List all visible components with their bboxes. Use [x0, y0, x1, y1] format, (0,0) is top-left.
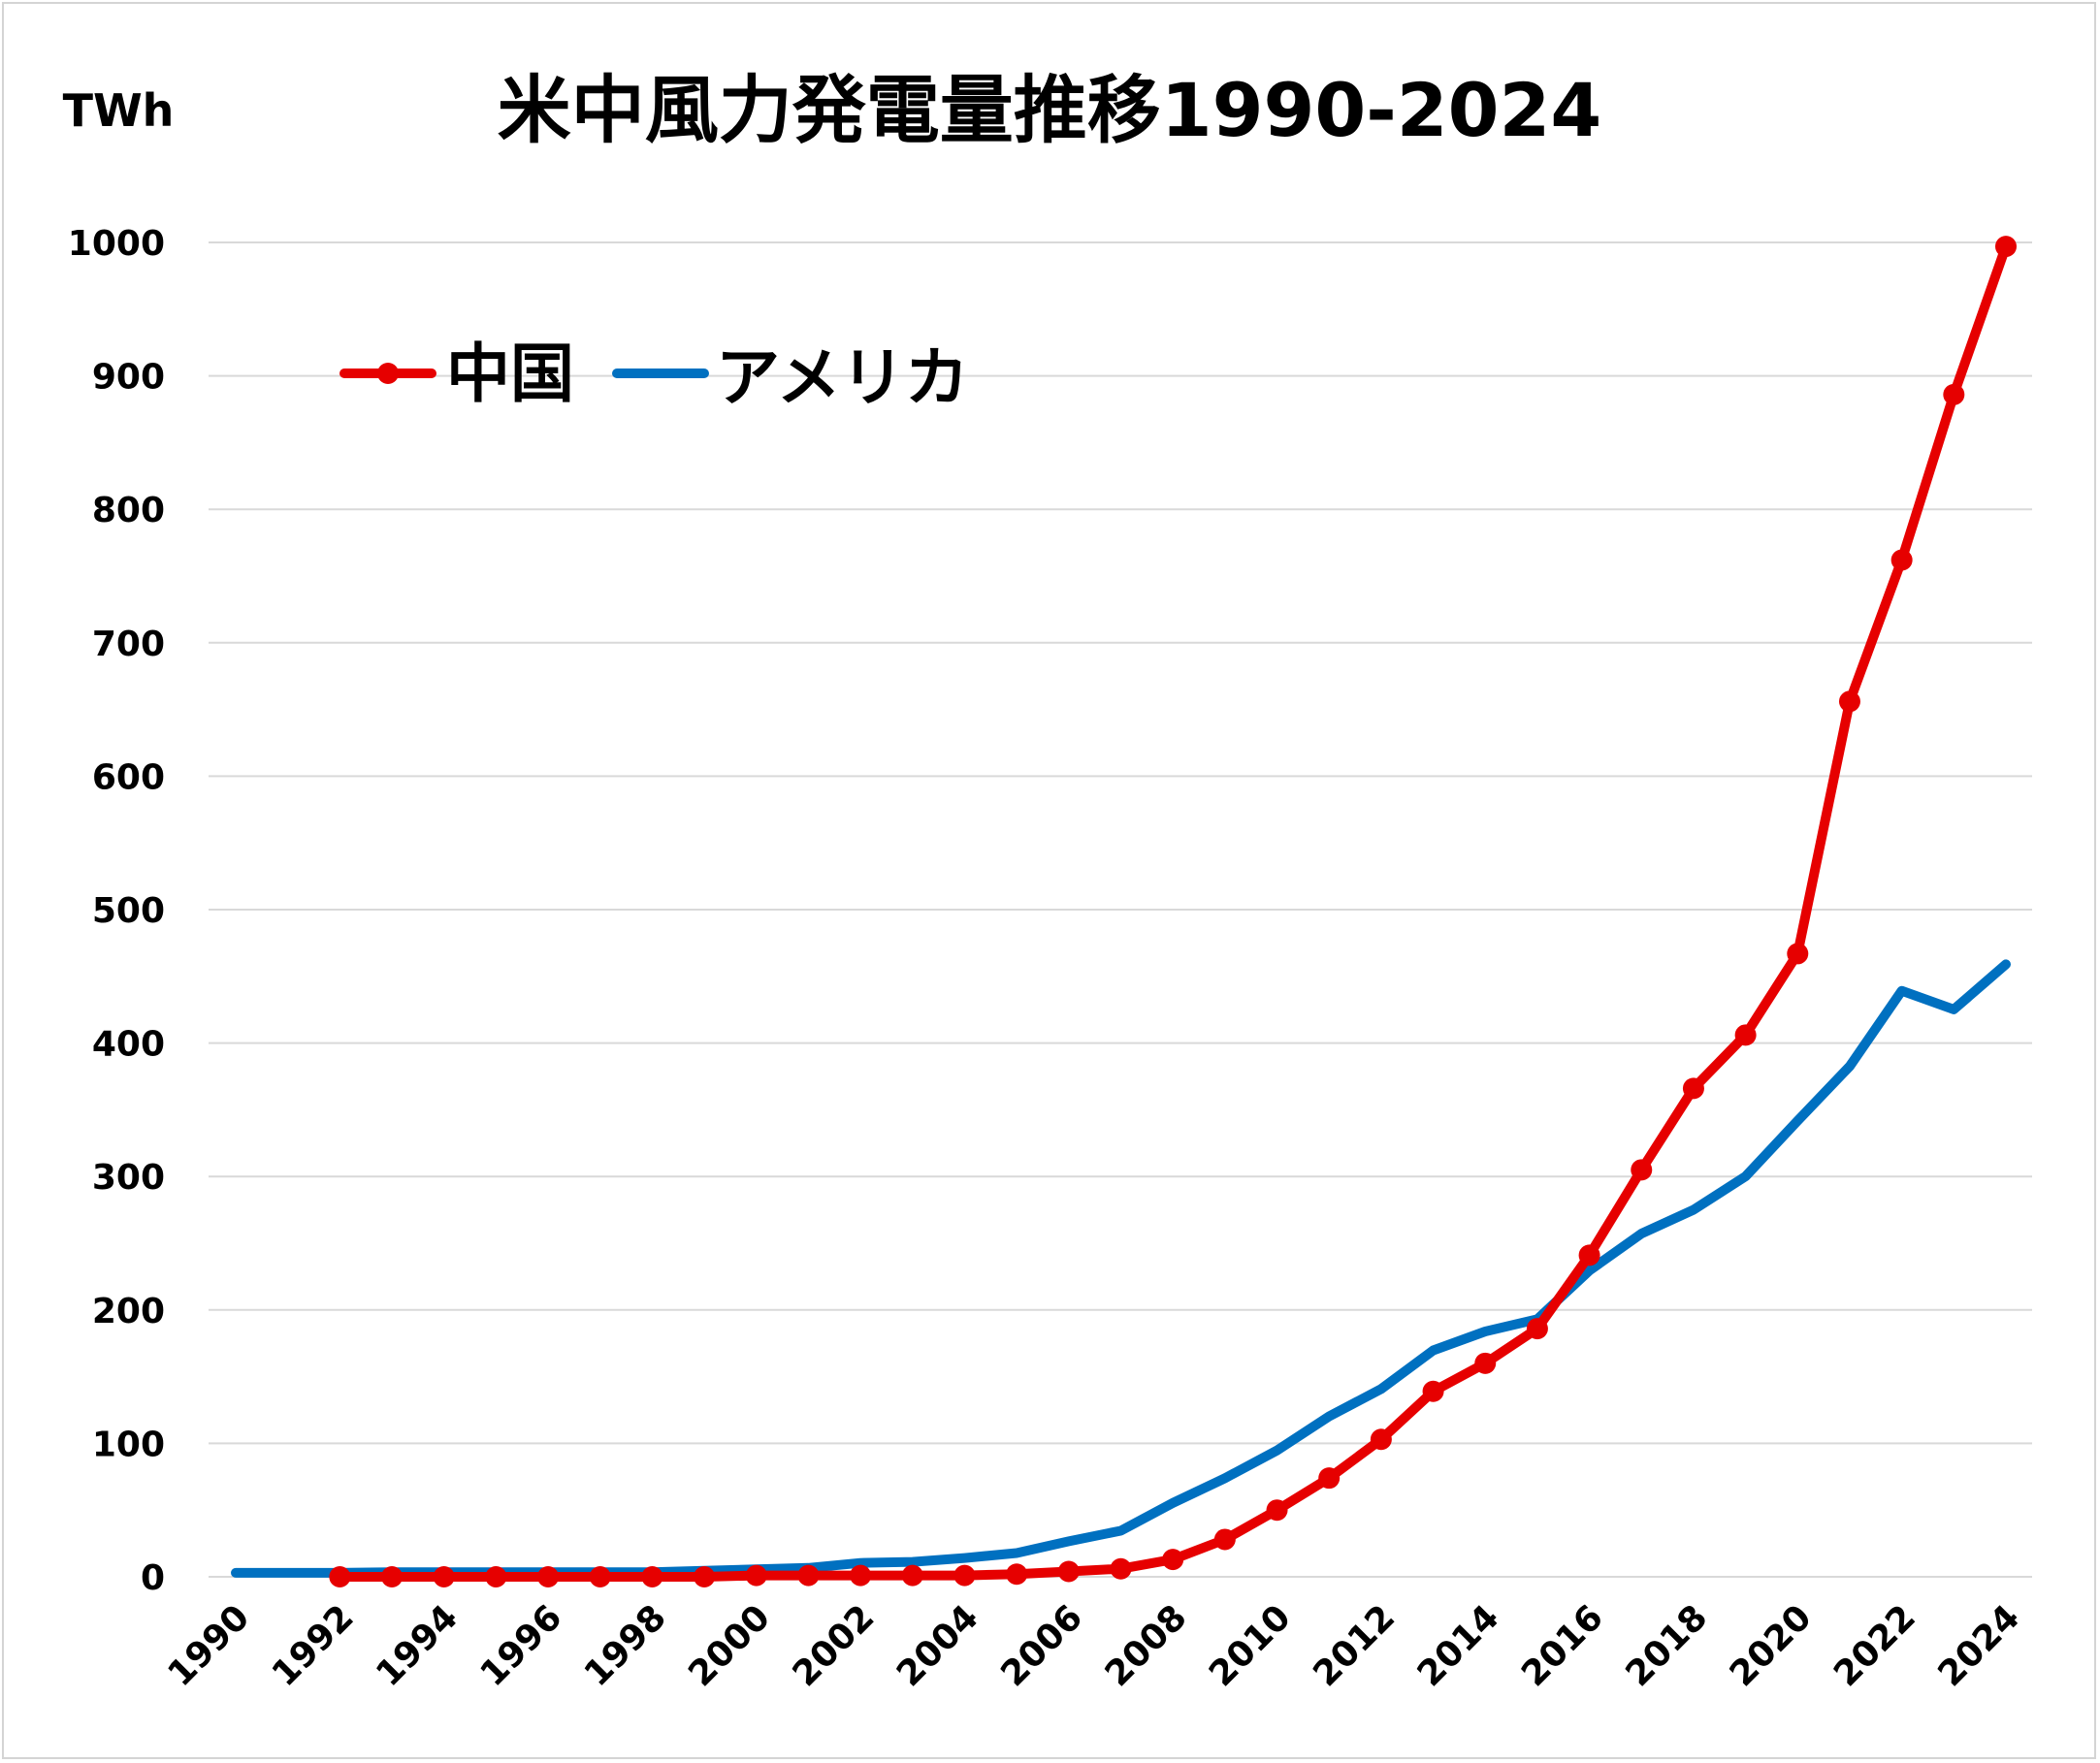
point-china-1992	[329, 1566, 351, 1587]
x-tick-label-2008: 2008	[1098, 1597, 1195, 1694]
point-china-2009	[1213, 1528, 1236, 1551]
point-china-1993	[381, 1566, 404, 1587]
legend-item-usa: アメリカ	[612, 340, 969, 415]
point-china-1995	[485, 1566, 507, 1587]
y-tick-label-300: 300	[92, 1158, 165, 1198]
x-tick-label-2018: 2018	[1618, 1597, 1715, 1694]
point-china-1999	[694, 1566, 716, 1587]
y-tick-label-200: 200	[92, 1292, 165, 1331]
y-tick-label-0: 0	[141, 1558, 165, 1598]
x-tick-label-2022: 2022	[1826, 1597, 1923, 1694]
legend-label-usa: アメリカ	[716, 340, 969, 415]
point-china-1998	[641, 1566, 663, 1587]
series-lines	[231, 236, 2017, 1587]
point-china-2017	[1631, 1159, 1653, 1181]
y-tick-label-500: 500	[92, 891, 165, 931]
y-axis-unit-label: TWh	[63, 84, 175, 137]
legend-label-china: 中国	[446, 337, 574, 411]
point-china-2024	[1995, 236, 2017, 258]
series-china	[329, 236, 2017, 1587]
x-tick-label-2016: 2016	[1514, 1597, 1611, 1694]
y-axis-tick-labels: 0 100 200 300 400 500 600 700 800 900 1000	[68, 224, 165, 1598]
point-china-2002	[850, 1564, 872, 1587]
point-china-2015	[1526, 1318, 1548, 1340]
point-china-2001	[797, 1564, 820, 1587]
point-china-2000	[745, 1564, 767, 1587]
point-china-2012	[1370, 1428, 1392, 1451]
point-china-1997	[589, 1566, 611, 1587]
point-china-2010	[1266, 1499, 1288, 1522]
x-tick-label-2010: 2010	[1202, 1597, 1299, 1694]
point-china-1994	[433, 1566, 455, 1587]
y-tick-label-400: 400	[92, 1025, 165, 1065]
point-china-2019	[1734, 1024, 1757, 1046]
legend: 中国 アメリカ	[339, 337, 969, 415]
chart-title: 米中風力発電量推移1990-2024	[498, 67, 1602, 153]
x-tick-label-1992: 1992	[265, 1597, 362, 1694]
point-china-2005	[1006, 1563, 1028, 1586]
point-china-2014	[1474, 1352, 1497, 1374]
x-tick-label-1990: 1990	[161, 1597, 258, 1694]
point-china-2008	[1162, 1549, 1184, 1571]
point-china-2004	[953, 1564, 976, 1587]
y-tick-label-700: 700	[92, 625, 165, 664]
point-china-1996	[537, 1566, 560, 1587]
x-tick-label-2000: 2000	[681, 1597, 778, 1694]
x-tick-label-1996: 1996	[473, 1597, 570, 1694]
x-tick-label-2006: 2006	[993, 1597, 1090, 1694]
series-usa	[231, 959, 2011, 1578]
point-china-2013	[1422, 1380, 1444, 1402]
point-china-2020	[1787, 943, 1809, 965]
point-china-2022	[1890, 549, 1913, 571]
legend-item-china: 中国	[339, 337, 574, 411]
gridlines	[209, 241, 2032, 1578]
x-tick-label-1998: 1998	[577, 1597, 674, 1694]
point-china-2006	[1057, 1560, 1080, 1583]
point-china-2007	[1110, 1557, 1132, 1580]
x-tick-label-2014: 2014	[1410, 1597, 1507, 1694]
y-tick-label-800: 800	[92, 491, 165, 530]
x-tick-label-1994: 1994	[369, 1597, 466, 1694]
x-tick-label-2004: 2004	[889, 1597, 986, 1694]
x-axis-tick-labels: 1990 1992 1994 1996 1998 2000 2002 2004 2006 2008…	[161, 1597, 2028, 1694]
point-china-2021	[1838, 690, 1860, 713]
y-tick-label-900: 900	[92, 358, 165, 398]
point-china-2023	[1943, 383, 1965, 405]
x-tick-label-2012: 2012	[1306, 1597, 1403, 1694]
series-line-china	[335, 241, 2011, 1582]
x-tick-label-2024: 2024	[1931, 1597, 2028, 1694]
point-china-2011	[1318, 1467, 1341, 1490]
series-line-usa	[231, 959, 2011, 1578]
y-tick-label-600: 600	[92, 757, 165, 797]
x-tick-label-2020: 2020	[1723, 1597, 1820, 1694]
y-tick-label-100: 100	[92, 1425, 165, 1464]
y-tick-label-1000: 1000	[68, 224, 165, 264]
x-tick-label-2002: 2002	[786, 1597, 883, 1694]
legend-marker-china	[377, 363, 399, 384]
point-china-2018	[1682, 1077, 1704, 1100]
point-china-2016	[1578, 1244, 1600, 1266]
point-china-2003	[901, 1564, 923, 1587]
